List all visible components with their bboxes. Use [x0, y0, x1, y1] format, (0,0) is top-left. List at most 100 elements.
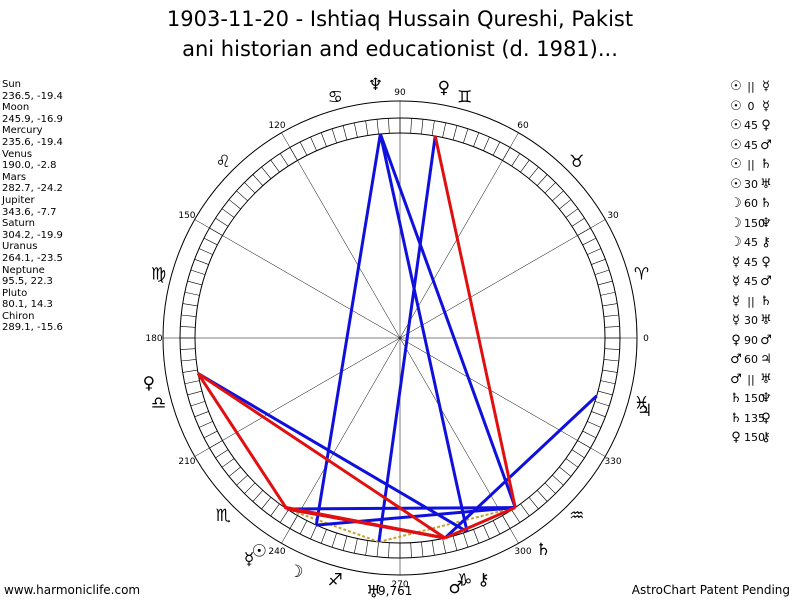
wheel-tick: [244, 482, 256, 494]
wheel-tick: [353, 538, 358, 554]
aspect-type: 45: [744, 255, 758, 269]
planet-chiron-name: Chiron: [2, 310, 35, 322]
wheel-tick: [203, 430, 218, 439]
planet-glyph-sun: ☉: [252, 542, 267, 562]
aspect-planet-a: ♀: [731, 332, 741, 348]
wheel-tick: [244, 182, 256, 194]
wheel-degree-label: 210: [178, 457, 195, 467]
zodiac-sign-taurus: ♉: [569, 152, 584, 172]
aspect-planet-a: ☿: [732, 274, 740, 289]
aspect-line-harmonious: [316, 506, 516, 527]
aspect-planet-a: ☉: [730, 157, 742, 172]
planet-saturn-name: Saturn: [2, 218, 36, 230]
aspect-row: ☉ 30 ♅: [728, 175, 798, 195]
aspect-type: 30: [744, 177, 758, 191]
planet-mars-name: Mars: [2, 171, 27, 183]
aspect-row: ♀ 90 ♂: [728, 331, 798, 351]
planet-glyph-mercury: ☿: [244, 549, 254, 569]
wheel-tick: [604, 348, 620, 350]
wheel-tick: [587, 421, 602, 428]
aspect-row: ☉ 45 ♂: [728, 136, 798, 156]
wheel-tick: [198, 421, 213, 428]
wheel-tick: [261, 497, 272, 510]
wheel-tick: [215, 217, 229, 227]
aspect-planet-a: ☉: [730, 118, 742, 133]
aspect-row: ☽ 45 ⚷: [728, 233, 798, 253]
wheel-tick: [203, 237, 218, 246]
wheel-tick: [431, 540, 435, 556]
aspect-planet-a: ♂: [730, 352, 742, 367]
wheel-tick: [270, 159, 280, 173]
aspect-row: ☿ || ♄: [728, 292, 798, 312]
aspect-type: 60: [744, 353, 758, 366]
aspect-planet-b: ☿: [762, 79, 770, 94]
wheel-tick: [559, 466, 572, 477]
aspect-planet-b: ⚷: [761, 235, 771, 250]
wheel-tick: [483, 136, 490, 151]
aspect-row: ♄ 135♀: [728, 409, 798, 429]
wheel-degree-label: 90: [394, 88, 406, 98]
aspect-list: ☉ || ☿ ☉ 0 ☿ ☉ 45 ♀ ☉ 45 ♂ ☉ || ♄ ☉ 30 ♅ ☽ 60 ♄ ☽ 150♆ …: [728, 77, 798, 448]
wheel-tick: [603, 359, 619, 362]
planet-venus-coords: 190.0, -2.8: [2, 160, 57, 172]
aspect-planet-a: ☿: [732, 313, 740, 328]
wheel-tick: [600, 380, 616, 385]
planet-moon-name: Moon: [2, 102, 30, 114]
wheel-tick: [198, 248, 213, 255]
wheel-tick: [376, 119, 379, 135]
wheel-tick: [511, 153, 521, 167]
wheel-zodiac-signs: ♈ ♉ ♊ ♋ ♌ ♍ ♎ ♏ ♐ ♑ ♒ ♓: [151, 88, 649, 591]
planet-mercury-coords: 235.6, -19.4: [2, 136, 63, 148]
planet-jupiter-name: Jupiter: [2, 194, 35, 206]
aspect-line-minor: [286, 508, 380, 543]
wheel-tick: [565, 458, 579, 468]
wheel-tick: [463, 532, 469, 548]
aspect-row: ☉ || ☿: [728, 77, 798, 97]
aspect-planet-a: ☿: [732, 293, 740, 309]
wheel-tick: [388, 542, 390, 558]
zodiac-sign-sagittarius: ♐: [328, 570, 343, 590]
wheel-degree-label: 120: [268, 121, 285, 131]
wheel-tick: [279, 509, 289, 523]
aspect-planet-b: ♄: [760, 196, 772, 211]
aspect-planet-b: ♄: [760, 157, 772, 172]
wheel-tick: [597, 390, 613, 396]
aspect-planet-b: ♆: [760, 391, 772, 406]
wheel-tick: [442, 122, 447, 138]
wheel-tick: [552, 190, 564, 202]
wheel-tick: [431, 120, 435, 136]
wheel-tick: [463, 128, 469, 144]
wheel-degree-label: 270: [391, 580, 408, 590]
aspect-type: ||: [747, 80, 755, 93]
aspect-row: ☿ 45 ♀: [728, 253, 798, 273]
wheel-tick: [571, 217, 585, 227]
aspect-line-minor: [378, 506, 516, 543]
footer-website: www.harmoniclife.com: [4, 583, 141, 597]
wheel-tick: [215, 449, 229, 459]
aspect-type: 0: [747, 99, 755, 113]
wheel-tick: [342, 125, 348, 141]
wheel-tick: [261, 166, 272, 179]
aspect-line-tense: [444, 506, 516, 540]
aspect-planet-a: ☉: [730, 98, 742, 114]
wheel-tick: [299, 141, 308, 156]
zodiac-sign-cancer: ♋: [328, 88, 343, 108]
wheel-tick: [602, 303, 618, 307]
aspect-type: ||: [747, 372, 755, 386]
wheel-tick: [591, 411, 606, 418]
aspect-planet-b: ♄: [760, 293, 772, 309]
planet-neptune-name: Neptune: [2, 264, 45, 276]
wheel-tick: [410, 118, 412, 134]
planet-position-list: Sun 236.5, -19.4 Moon 245.9, -16.9 Mercu…: [2, 79, 122, 334]
planet-saturn-coords: 304.2, -19.9: [2, 229, 63, 241]
aspect-planet-b: ♅: [760, 371, 772, 387]
planet-chiron-coords: 289.1, -15.6: [2, 322, 63, 334]
wheel-tick: [388, 118, 390, 134]
wheel-tick: [528, 497, 539, 510]
wheel-tick: [536, 490, 548, 502]
aspect-row: ♂ || ♅: [728, 370, 798, 390]
aspect-planet-b: ♀: [761, 254, 771, 270]
aspect-row: ♄ 150♆: [728, 389, 798, 409]
wheel-tick: [236, 190, 248, 202]
